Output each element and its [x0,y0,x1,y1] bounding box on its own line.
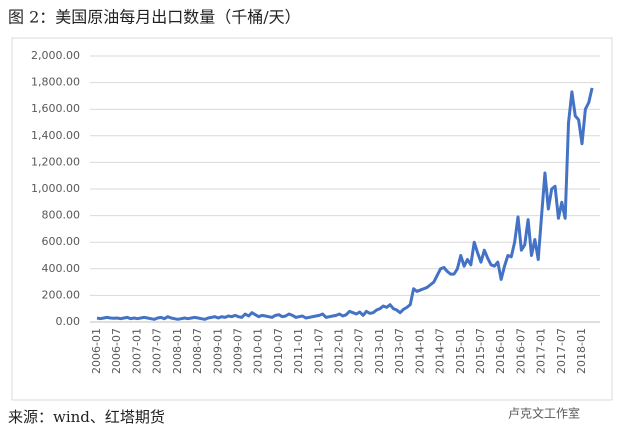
y-tick-label: 1,000.00 [31,182,80,195]
x-tick-label: 2018-01 [575,328,588,374]
x-tick-label: 2006-01 [90,328,103,374]
y-tick-label: 200.00 [42,288,81,301]
watermark: 卢克文工作室 [508,406,580,421]
x-tick-label: 2012-01 [333,328,346,374]
x-tick-label: 2017-01 [535,328,548,374]
x-tick-label: 2014-01 [413,328,426,374]
x-tick-label: 2013-07 [393,328,406,374]
x-tick-label: 2013-01 [373,328,386,374]
y-tick-label: 1,400.00 [31,129,80,142]
x-tick-label: 2015-07 [474,328,487,374]
x-tick-label: 2010-07 [272,328,285,374]
x-tick-label: 2009-01 [211,328,224,374]
y-tick-label: 0.00 [56,315,81,328]
chart-title: 图 2：美国原油每月出口数量（千桶/天） [8,8,301,27]
y-tick-label: 2,000.00 [31,49,80,62]
x-tick-label: 2011-01 [292,328,305,374]
x-tick-label: 2006-07 [110,328,123,374]
chart-frame [11,37,613,401]
x-tick-label: 2007-07 [151,328,164,374]
y-tick-label: 800.00 [42,209,81,222]
x-tick-label: 2010-01 [252,328,265,374]
y-tick-label: 1,600.00 [31,102,80,115]
x-tick-label: 2008-07 [191,328,204,374]
x-tick-label: 2015-01 [454,328,467,374]
y-tick-label: 1,800.00 [31,76,80,89]
x-tick-label: 2011-07 [312,328,325,374]
data-line [96,87,594,321]
x-tick-label: 2017-07 [555,328,568,374]
y-tick-label: 1,200.00 [31,155,80,168]
x-tick-label: 2008-01 [171,328,184,374]
x-tick-label: 2014-07 [434,328,447,374]
source-note: 来源：wind、红塔期货 [8,408,165,426]
x-tick-label: 2009-07 [231,328,244,374]
y-tick-label: 600.00 [42,235,81,248]
y-tick-label: 400.00 [42,262,81,275]
x-tick-label: 2007-01 [130,328,143,374]
x-tick-label: 2012-07 [353,328,366,374]
x-tick-label: 2016-07 [514,328,527,374]
x-tick-label: 2016-01 [494,328,507,374]
